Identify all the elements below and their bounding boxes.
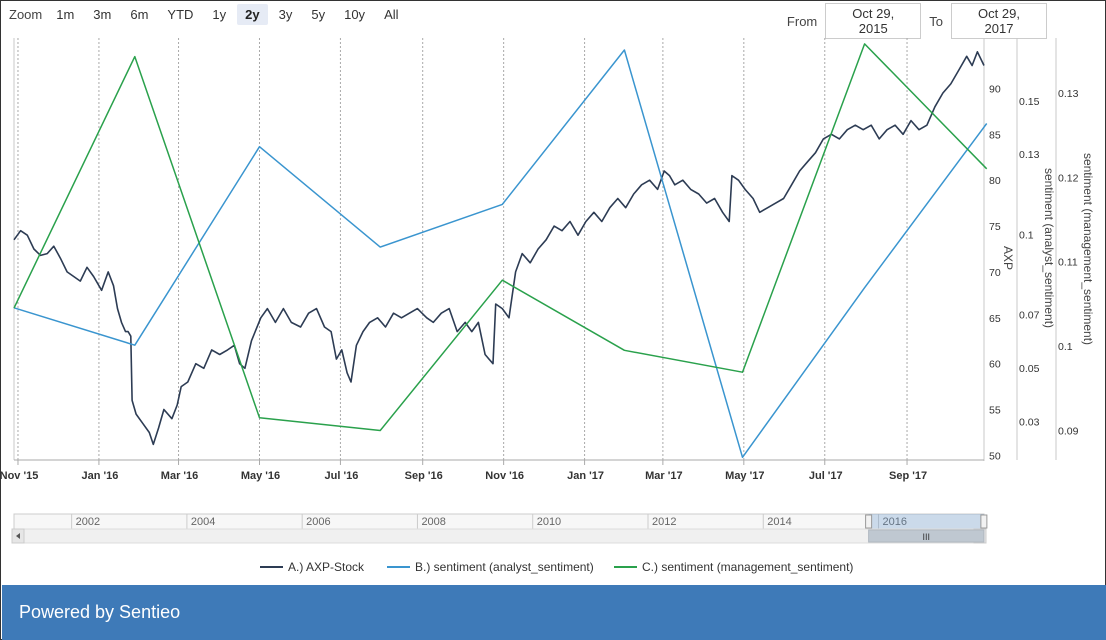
y-tick-label-analyst: 0.07 <box>1019 309 1040 321</box>
navigator-selection <box>868 514 984 529</box>
y-axis-title-axp: AXP <box>1001 246 1015 270</box>
y-tick-label-management: 0.11 <box>1058 257 1078 269</box>
x-tick-label: Mar '16 <box>161 470 198 482</box>
zoom-label: Zoom <box>9 6 43 22</box>
navigator-year-label: 2012 <box>652 516 676 528</box>
x-tick-label: Mar '17 <box>645 470 682 482</box>
y-axes: 50 55 60 65 70 75 80 85 90 AXP 0.03 0.05 0.07 0.1 0.13… <box>989 38 1095 462</box>
y-axis-title-analyst: sentiment (analyst_sentiment) <box>1042 168 1056 328</box>
y-tick-label-axp: 55 <box>989 405 1001 417</box>
y-tick-label-analyst: 0.13 <box>1019 149 1040 161</box>
y-tick-label-axp: 80 <box>989 175 1001 187</box>
x-axis: Nov '15 Jan '16 Mar '16 May '16 Jul '16 Sep '… <box>1 460 927 482</box>
x-tick-label: Jul '16 <box>325 470 359 482</box>
navigator-track <box>13 513 985 530</box>
grid <box>13 38 985 461</box>
y-axis-title-management: sentiment (management_sentiment) <box>1081 153 1095 345</box>
x-tick-label: Nov '16 <box>485 470 524 482</box>
y-tick-label-axp: 85 <box>989 129 1001 141</box>
zoom-3y-button[interactable]: 3y <box>278 6 293 22</box>
y-tick-label-axp: 70 <box>989 267 1001 279</box>
y-tick-label-axp: 50 <box>989 450 1001 462</box>
navigator-year-label: 2002 <box>76 516 100 528</box>
zoom-1y-button[interactable]: 1y <box>212 6 227 22</box>
x-tick-label: May '16 <box>241 470 280 482</box>
zoom-5y-button[interactable]: 5y <box>311 6 326 22</box>
x-tick-label: Jan '17 <box>567 470 604 482</box>
zoom-2y-button[interactable]: 2y <box>237 3 268 25</box>
navigator[interactable]: 2002 2004 2006 2008 2010 2012 2014 2016 III <box>11 513 988 544</box>
navigator-right-handle[interactable] <box>980 514 988 529</box>
to-label: To <box>929 13 943 29</box>
navigator-year-label: 2008 <box>421 516 445 528</box>
x-tick-label: Sep '17 <box>889 470 927 482</box>
series-line-analyst <box>13 49 988 459</box>
x-tick-label: May '17 <box>725 470 764 482</box>
scrollbar-track <box>11 528 987 544</box>
y-tick-label-management: 0.1 <box>1058 341 1073 353</box>
y-tick-label-axp: 65 <box>989 313 1001 325</box>
zoom-1m-button[interactable]: 1m <box>56 6 75 22</box>
y-tick-label-analyst: 0.05 <box>1019 363 1040 375</box>
date-range-selector: From Oct 29, 2015 To Oct 29, 2017 <box>787 3 1055 39</box>
zoom-ytd-button[interactable]: YTD <box>167 6 194 22</box>
navigator-year-label: 2016 <box>883 516 907 528</box>
navigator-year-label: 2014 <box>767 516 791 528</box>
zoom-3m-button[interactable]: 3m <box>93 6 112 22</box>
footer-brand: Powered by Sentieo <box>2 585 1106 640</box>
from-date-input[interactable]: Oct 29, 2015 <box>825 3 922 39</box>
navigator-left-handle[interactable] <box>865 514 873 529</box>
zoom-toolbar: Zoom 1m 3m 6m YTD 1y 2y 3y 5y 10y All <box>9 3 410 25</box>
navigator-year-label: 2010 <box>537 516 561 528</box>
zoom-all-button[interactable]: All <box>384 6 399 22</box>
arrow-left-icon <box>16 533 20 539</box>
y-tick-label-management: 0.13 <box>1058 88 1079 100</box>
y-tick-label-axp: 90 <box>989 83 1001 95</box>
navigator-year-label: 2004 <box>191 516 215 528</box>
zoom-6m-button[interactable]: 6m <box>130 6 149 22</box>
legend: A.) AXP-Stock B.) sentiment (analyst_sent… <box>260 560 853 574</box>
series-line-axp <box>13 51 985 446</box>
legend-item-2: C.) sentiment (management_sentiment) <box>642 560 853 574</box>
series <box>13 43 988 459</box>
navigator-year-label: 2006 <box>306 516 330 528</box>
zoom-10y-button[interactable]: 10y <box>344 6 366 22</box>
x-tick-label: Jul '17 <box>809 470 843 482</box>
series-line-management <box>13 43 988 432</box>
y-tick-label-axp: 60 <box>989 359 1001 371</box>
y-tick-label-analyst: 0.15 <box>1019 96 1040 108</box>
to-date-input[interactable]: Oct 29, 2017 <box>951 3 1047 39</box>
y-tick-label-analyst: 0.1 <box>1019 229 1034 241</box>
scrollbar-grip-icon: III <box>922 532 930 542</box>
from-label: From <box>786 13 818 29</box>
y-tick-label-management: 0.09 <box>1058 425 1079 437</box>
x-tick-label: Sep '16 <box>405 470 443 482</box>
y-tick-label-axp: 75 <box>989 221 1001 233</box>
scrollbar-thumb[interactable] <box>868 529 985 543</box>
legend-item-0: A.) AXP-Stock <box>288 560 365 574</box>
footer-text: Powered by Sentieo <box>19 602 181 622</box>
y-tick-label-management: 0.12 <box>1058 172 1079 184</box>
chart-svg: Nov '15 Jan '16 Mar '16 May '16 Jul '16 Sep '… <box>1 38 1095 574</box>
legend-item-1: B.) sentiment (analyst_sentiment) <box>415 560 594 574</box>
x-tick-label: Nov '15 <box>1 470 38 482</box>
x-tick-label: Jan '16 <box>81 470 118 482</box>
y-tick-label-analyst: 0.03 <box>1019 416 1040 428</box>
